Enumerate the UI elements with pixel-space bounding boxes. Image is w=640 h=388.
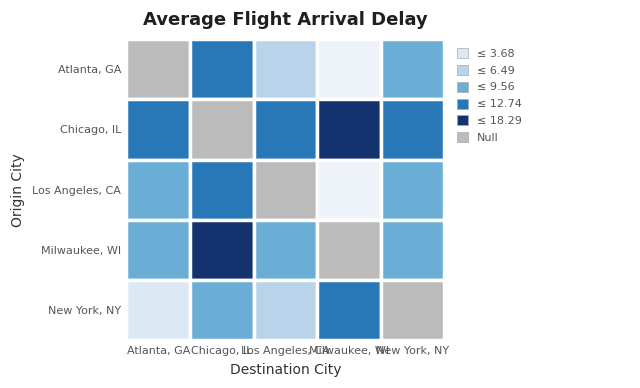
Bar [190,99,253,159]
Legend: ≤ 3.68, ≤ 6.49, ≤ 9.56, ≤ 12.74, ≤ 18.29, Null: ≤ 3.68, ≤ 6.49, ≤ 9.56, ≤ 12.74, ≤ 18.29… [453,45,525,146]
Bar [253,159,317,220]
Bar [317,220,381,280]
Title: Average Flight Arrival Delay: Average Flight Arrival Delay [143,11,428,29]
Bar [381,159,444,220]
Bar [317,99,381,159]
Bar [317,39,381,99]
Bar [127,280,190,340]
X-axis label: Destination City: Destination City [230,363,341,377]
Y-axis label: Origin City: Origin City [11,153,25,227]
Bar [317,159,381,220]
Bar [190,280,253,340]
Bar [253,280,317,340]
Bar [190,39,253,99]
Bar [381,220,444,280]
Bar [127,39,190,99]
Bar [127,99,190,159]
Bar [253,220,317,280]
Bar [127,220,190,280]
Bar [190,220,253,280]
Bar [381,280,444,340]
Bar [253,99,317,159]
Bar [381,39,444,99]
Bar [127,159,190,220]
Bar [253,39,317,99]
Bar [190,159,253,220]
Bar [317,280,381,340]
Bar [381,99,444,159]
